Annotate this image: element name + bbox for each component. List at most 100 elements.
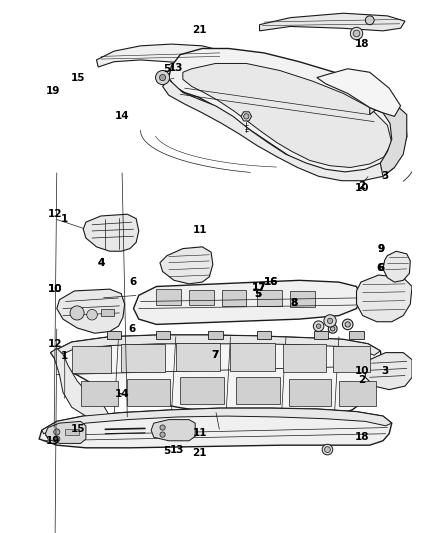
Polygon shape	[314, 332, 328, 340]
Text: 9: 9	[378, 244, 385, 254]
Text: 7: 7	[212, 350, 219, 360]
Text: 1: 1	[61, 214, 68, 224]
Circle shape	[322, 445, 333, 455]
Text: 5: 5	[163, 446, 170, 456]
Circle shape	[353, 30, 360, 37]
Text: 4: 4	[97, 257, 105, 268]
Circle shape	[54, 436, 60, 442]
Polygon shape	[65, 429, 79, 434]
Polygon shape	[189, 289, 214, 305]
Text: 1: 1	[61, 351, 68, 361]
Circle shape	[87, 310, 97, 320]
Text: 16: 16	[264, 277, 278, 287]
Circle shape	[350, 27, 363, 39]
Polygon shape	[383, 251, 410, 282]
Polygon shape	[160, 247, 213, 284]
Polygon shape	[257, 332, 271, 340]
Polygon shape	[162, 79, 395, 181]
Text: 4: 4	[98, 258, 105, 268]
Circle shape	[331, 327, 335, 331]
Polygon shape	[51, 335, 383, 419]
Text: 12: 12	[48, 339, 62, 349]
Text: 2: 2	[358, 181, 365, 191]
Text: 6: 6	[128, 324, 136, 334]
Polygon shape	[83, 214, 139, 251]
Text: 3: 3	[381, 366, 389, 376]
Circle shape	[160, 425, 165, 430]
Text: 10: 10	[48, 284, 62, 294]
Text: 14: 14	[115, 389, 130, 399]
Text: 9: 9	[378, 245, 385, 254]
Polygon shape	[260, 13, 405, 31]
Circle shape	[159, 75, 166, 80]
Polygon shape	[317, 69, 401, 116]
Polygon shape	[101, 309, 114, 316]
Text: 8: 8	[290, 298, 297, 308]
Text: 17: 17	[252, 282, 267, 293]
Text: 19: 19	[46, 86, 60, 96]
Polygon shape	[151, 419, 195, 441]
Polygon shape	[289, 379, 331, 406]
Polygon shape	[96, 44, 229, 67]
Polygon shape	[257, 290, 282, 306]
Polygon shape	[57, 289, 125, 333]
Circle shape	[324, 314, 336, 327]
Polygon shape	[51, 335, 380, 358]
Polygon shape	[107, 332, 121, 340]
Text: 3: 3	[381, 171, 389, 181]
Polygon shape	[39, 408, 392, 448]
Circle shape	[328, 325, 337, 333]
Polygon shape	[81, 381, 118, 406]
Circle shape	[155, 70, 170, 85]
Text: 16: 16	[264, 277, 279, 287]
Circle shape	[345, 322, 350, 327]
Text: 15: 15	[71, 424, 85, 433]
Text: 6: 6	[129, 277, 136, 287]
Polygon shape	[357, 275, 412, 322]
Polygon shape	[290, 291, 315, 307]
Polygon shape	[241, 112, 251, 121]
Polygon shape	[134, 280, 361, 325]
Text: 8: 8	[291, 298, 298, 308]
Polygon shape	[127, 379, 170, 406]
Text: 11: 11	[192, 428, 207, 438]
Text: 10: 10	[354, 366, 369, 376]
Text: 18: 18	[354, 39, 369, 49]
Polygon shape	[370, 99, 407, 176]
Circle shape	[160, 432, 165, 437]
Polygon shape	[333, 345, 370, 372]
Polygon shape	[72, 346, 111, 373]
Polygon shape	[155, 332, 170, 340]
Polygon shape	[42, 408, 392, 434]
Polygon shape	[350, 332, 364, 340]
Text: 10: 10	[355, 183, 369, 193]
Polygon shape	[365, 353, 412, 390]
Polygon shape	[230, 343, 275, 371]
Circle shape	[343, 319, 353, 330]
Text: 5: 5	[254, 288, 261, 298]
Polygon shape	[121, 344, 165, 372]
Text: 10: 10	[48, 284, 62, 294]
Text: 5: 5	[163, 64, 171, 74]
Text: 5: 5	[254, 289, 261, 298]
Polygon shape	[51, 348, 110, 419]
Circle shape	[365, 16, 374, 25]
Polygon shape	[339, 381, 376, 406]
Polygon shape	[46, 422, 86, 443]
Text: 18: 18	[355, 432, 369, 442]
Text: 13: 13	[169, 63, 184, 73]
Polygon shape	[176, 343, 220, 371]
Circle shape	[313, 321, 324, 332]
Text: 21: 21	[192, 25, 207, 35]
Polygon shape	[180, 377, 224, 403]
Text: 12: 12	[48, 209, 62, 219]
Circle shape	[316, 324, 321, 328]
Polygon shape	[236, 377, 280, 403]
Polygon shape	[169, 49, 407, 174]
Circle shape	[70, 306, 84, 320]
Text: 7: 7	[211, 350, 218, 360]
Text: 2: 2	[358, 375, 365, 385]
Text: 15: 15	[71, 74, 85, 84]
Circle shape	[328, 318, 333, 324]
Text: 19: 19	[46, 436, 60, 446]
